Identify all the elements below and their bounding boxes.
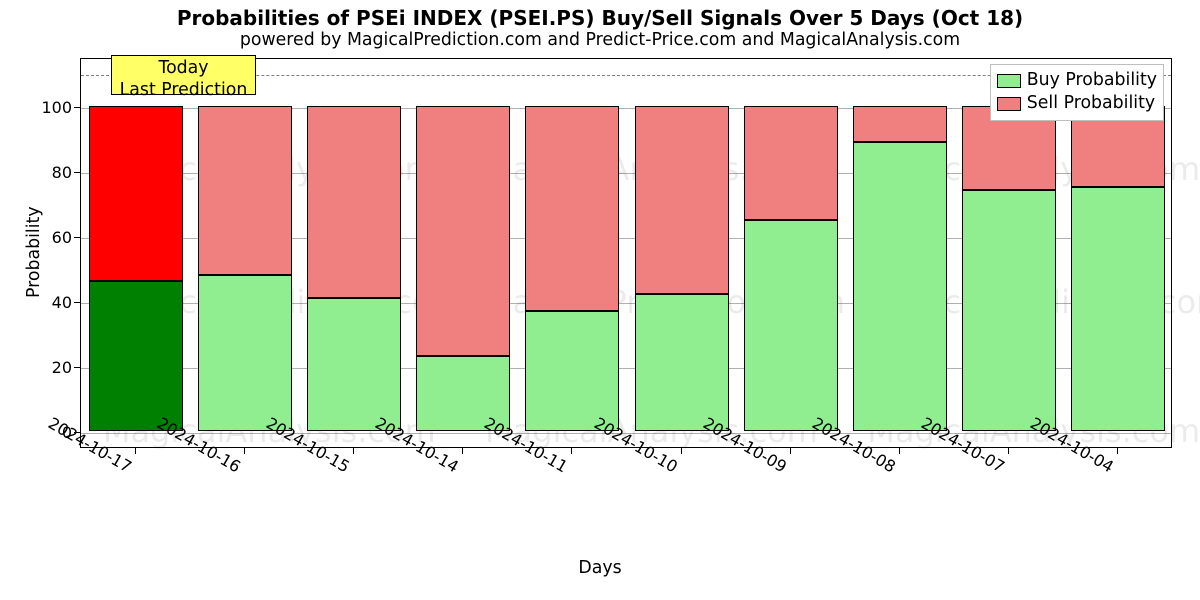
buy-bar xyxy=(1071,187,1165,431)
x-tick-mark xyxy=(1117,448,1118,454)
x-tick-mark xyxy=(790,448,791,454)
x-tick-mark xyxy=(571,448,572,454)
sell-bar xyxy=(307,106,401,298)
sell-bar xyxy=(89,106,183,282)
sell-bar xyxy=(416,106,510,356)
sell-bar xyxy=(635,106,729,295)
legend-swatch xyxy=(997,97,1021,111)
x-axis-label: Days xyxy=(0,558,1200,578)
x-tick-mark xyxy=(1008,448,1009,454)
x-tick-mark xyxy=(244,448,245,454)
sell-bar xyxy=(744,106,838,220)
y-tick-label: 60 xyxy=(32,228,72,247)
x-tick-mark xyxy=(899,448,900,454)
y-tick-mark xyxy=(74,172,80,173)
legend-label: Buy Probability xyxy=(1027,69,1157,92)
x-tick-mark xyxy=(462,448,463,454)
legend-item: Sell Probability xyxy=(997,92,1157,115)
y-tick-mark xyxy=(74,302,80,303)
chart-subtitle: powered by MagicalPrediction.com and Pre… xyxy=(0,30,1200,50)
y-tick-label: 40 xyxy=(32,293,72,312)
x-tick-mark xyxy=(681,448,682,454)
x-tick-mark xyxy=(353,448,354,454)
today-callout-box: TodayLast Prediction xyxy=(111,55,256,95)
x-tick-mark xyxy=(135,448,136,454)
legend-item: Buy Probability xyxy=(997,69,1157,92)
legend-label: Sell Probability xyxy=(1027,92,1155,115)
today-callout-line2: Last Prediction xyxy=(112,80,255,102)
chart-figure: Probabilities of PSEi INDEX (PSEI.PS) Bu… xyxy=(0,0,1200,600)
today-callout-line1: Today xyxy=(112,58,255,80)
legend-swatch xyxy=(997,74,1021,88)
y-tick-mark xyxy=(74,237,80,238)
y-tick-label: 80 xyxy=(32,163,72,182)
chart-title: Probabilities of PSEi INDEX (PSEI.PS) Bu… xyxy=(0,6,1200,30)
y-tick-mark xyxy=(74,107,80,108)
sell-bar xyxy=(198,106,292,275)
y-axis-label: Probability xyxy=(24,206,44,298)
y-tick-label: 100 xyxy=(32,98,72,117)
sell-bar xyxy=(853,106,947,142)
sell-bar xyxy=(525,106,619,311)
legend: Buy ProbabilitySell Probability xyxy=(990,64,1164,121)
